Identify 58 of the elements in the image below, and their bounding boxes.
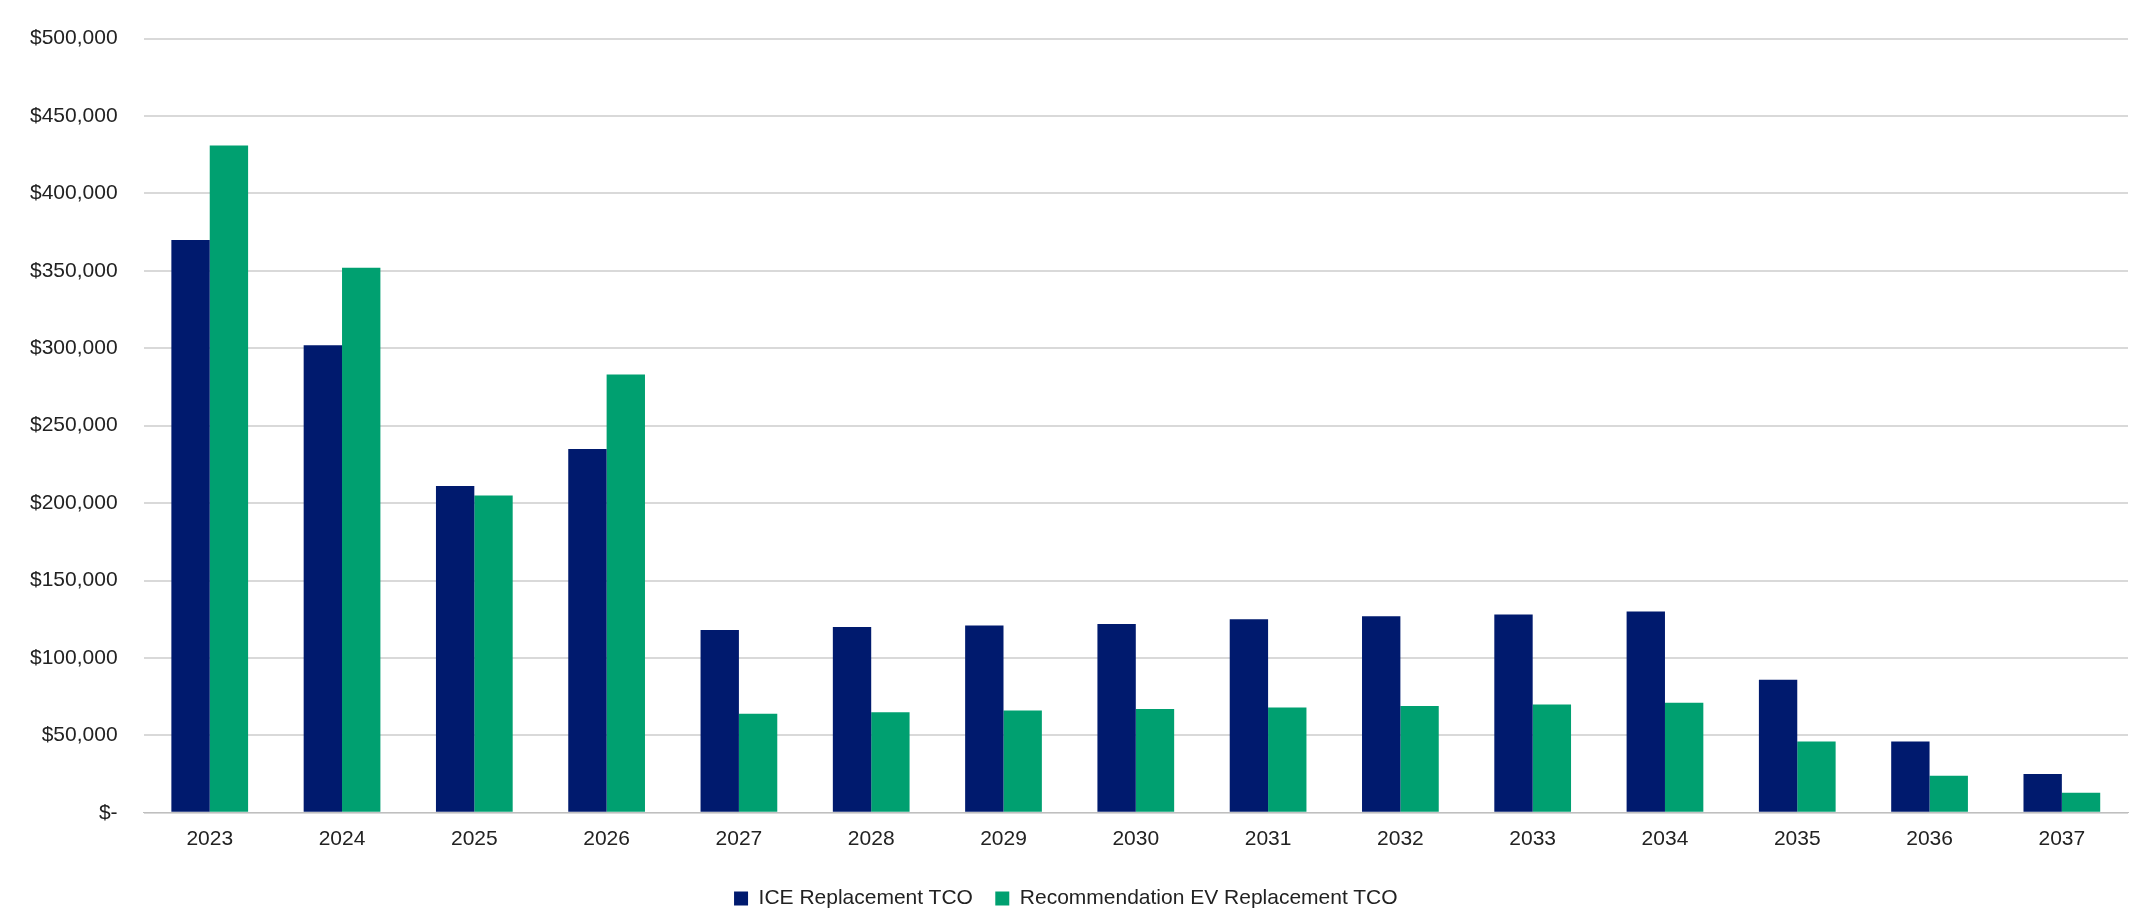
bar [2061, 792, 2101, 812]
bar [1797, 741, 1836, 812]
bar [1891, 741, 1930, 812]
bar [1268, 707, 1307, 812]
bar [474, 495, 513, 812]
bar [1758, 679, 1798, 812]
bar [965, 625, 1004, 812]
y-tick-label: $150,000 [30, 567, 118, 591]
bar [700, 630, 739, 812]
x-tick-label: 2026 [583, 826, 630, 850]
bar [832, 626, 872, 812]
bar [2023, 774, 2062, 812]
bar [435, 486, 475, 812]
bar [1494, 614, 1533, 812]
x-tick-label: 2031 [1244, 826, 1292, 850]
bar [1135, 709, 1175, 812]
y-tick-label: $50,000 [41, 722, 118, 746]
y-tick-label: $250,000 [30, 412, 118, 436]
x-tick-label: 2036 [1906, 826, 1953, 850]
legend-label: ICE Replacement TCO [758, 885, 973, 909]
bar [1929, 775, 1968, 812]
bar [738, 713, 778, 812]
x-tick-label: 2028 [847, 826, 895, 850]
bar [606, 374, 645, 812]
bar [171, 239, 210, 812]
x-tick-label: 2024 [318, 826, 366, 850]
y-tick-label: $400,000 [30, 180, 118, 204]
x-tick-label: 2032 [1377, 826, 1424, 850]
x-tick-label: 2027 [715, 826, 763, 850]
bar [568, 448, 607, 812]
y-tick-label: $500,000 [30, 25, 118, 49]
bar [1229, 619, 1269, 812]
x-tick-label: 2025 [450, 826, 498, 850]
bar [303, 345, 343, 812]
y-tick-label: $300,000 [30, 335, 118, 359]
bar [1400, 705, 1439, 812]
bar [1532, 704, 1572, 812]
x-tick-label: 2037 [2038, 826, 2086, 850]
bar [1003, 710, 1042, 812]
x-tick-label: 2030 [1112, 826, 1160, 850]
bar [342, 267, 381, 812]
x-tick-label: 2023 [186, 826, 234, 850]
bar [209, 145, 249, 812]
bar [871, 712, 910, 812]
y-tick-label: $350,000 [30, 257, 118, 281]
legend-label: Recommendation EV Replacement TCO [1019, 885, 1398, 909]
x-tick-label: 2033 [1509, 826, 1557, 850]
x-tick-label: 2034 [1641, 826, 1689, 850]
x-tick-label: 2029 [980, 826, 1027, 850]
bar [1664, 702, 1704, 812]
y-tick-label: $450,000 [30, 102, 118, 126]
y-tick-label: $- [98, 799, 118, 823]
y-tick-label: $100,000 [30, 644, 118, 668]
y-tick-label: $200,000 [30, 489, 118, 513]
bar [1097, 623, 1136, 812]
bar [1626, 611, 1665, 812]
x-tick-label: 2035 [1773, 826, 1821, 850]
bar [1362, 616, 1401, 812]
